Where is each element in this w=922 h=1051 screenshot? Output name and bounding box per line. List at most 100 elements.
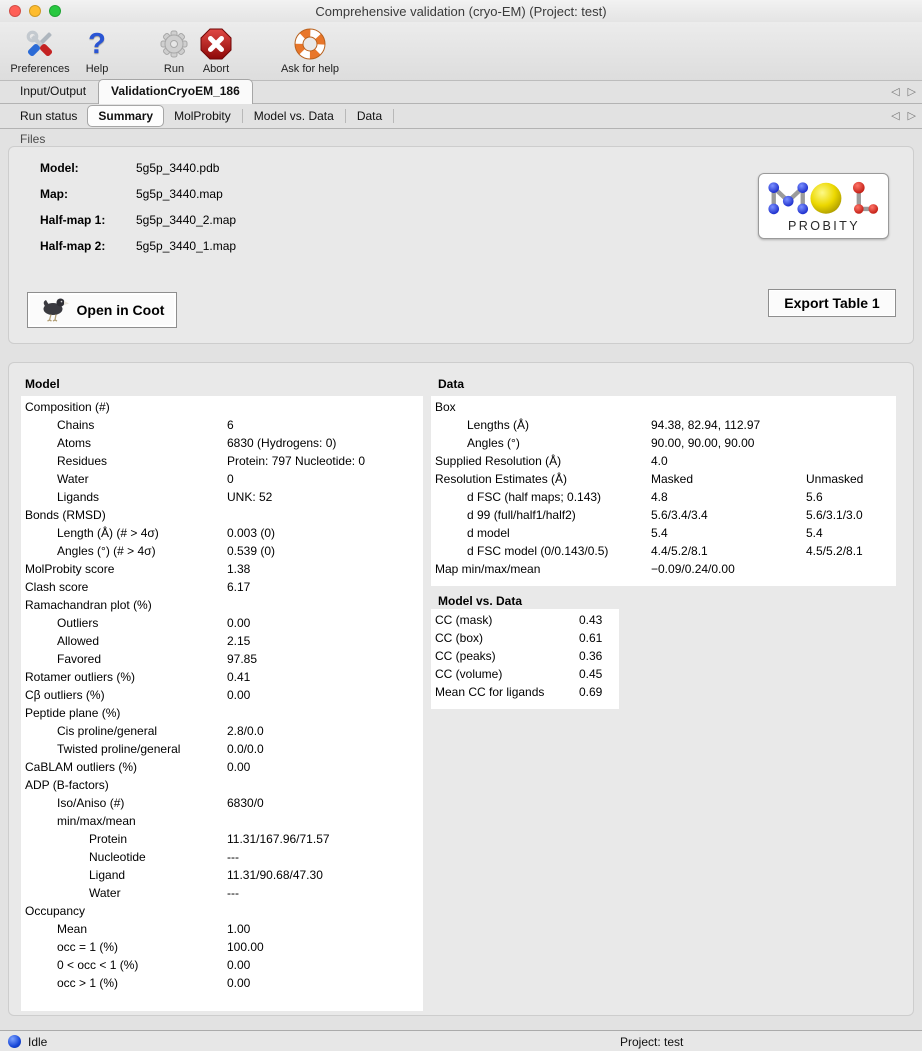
stat-value: 0.61	[579, 631, 603, 645]
stat-value: 0.36	[579, 649, 603, 663]
abort-button[interactable]: Abort	[192, 26, 240, 75]
run-button[interactable]: Run	[150, 26, 198, 75]
stat-value: 0.43	[579, 613, 603, 627]
stat-value: ---	[227, 850, 239, 864]
stat-value: 4.0	[651, 454, 668, 468]
tab-data[interactable]: Data	[356, 109, 383, 123]
window-title: Comprehensive validation (cryo-EM) (Proj…	[315, 4, 607, 19]
minimize-window-icon[interactable]	[29, 5, 41, 17]
project-label: Project: test	[620, 1035, 684, 1049]
tab-scroll-left-icon[interactable]: ◁	[891, 109, 900, 122]
molprobity-logo: PROBITY	[758, 173, 889, 239]
stat-value-unmasked: 4.5/5.2/8.1	[806, 544, 863, 558]
tab-scroll-left-icon[interactable]: ◁	[891, 85, 900, 98]
stat-label: Angles (°) (# > 4σ)	[57, 544, 156, 558]
tab-validationcryoem-186[interactable]: ValidationCryoEM_186	[98, 79, 253, 104]
stat-value-unmasked: 5.4	[806, 526, 823, 540]
tools-icon	[23, 26, 57, 62]
stat-value: ---	[227, 886, 239, 900]
stat-row: CC (volume) 0.45	[431, 666, 619, 684]
stat-row: Ligand 11.31/90.68/47.30	[21, 867, 423, 885]
help-button[interactable]: ? Help	[76, 26, 118, 75]
stat-row: Chains 6	[21, 417, 423, 435]
stat-label: Protein	[89, 832, 128, 846]
open-in-coot-label: Open in Coot	[76, 302, 165, 318]
stat-value: 0.539 (0)	[227, 544, 276, 558]
stat-row: Bonds (RMSD)	[21, 507, 423, 525]
gear-icon	[158, 26, 190, 62]
stat-row: Mean CC for ligands 0.69	[431, 684, 619, 702]
stat-label: Mean	[57, 922, 88, 936]
stat-value: 0.69	[579, 685, 603, 699]
stat-label: CC (volume)	[435, 667, 503, 681]
stat-value: UNK: 52	[227, 490, 273, 504]
stat-label: ADP (B-factors)	[25, 778, 109, 792]
stat-label: occ > 1 (%)	[57, 976, 119, 990]
stat-row: Length (Å) (# > 4σ) 0.003 (0)	[21, 525, 423, 543]
stat-row: 0 < occ < 1 (%) 0.00	[21, 957, 423, 975]
data-stats-panel: Box Lengths (Å) 94.38, 82.94, 112.97 Angles…	[431, 396, 896, 586]
stat-label: Model:	[40, 161, 79, 175]
title-bar: Comprehensive validation (cryo-EM) (Proj…	[0, 0, 922, 22]
status-indicator-icon	[8, 1035, 21, 1048]
stat-label: d model	[467, 526, 510, 540]
stat-row: Box	[431, 399, 896, 417]
stat-value: 4.4/5.2/8.1	[651, 544, 708, 558]
stat-row: Clash score 6.17	[21, 579, 423, 597]
stat-value: Masked	[651, 472, 694, 486]
stat-row: Occupancy	[21, 903, 423, 921]
tab-scroll-right-icon[interactable]: ▷	[907, 109, 916, 122]
stat-row: Map: 5g5p_3440.map	[36, 187, 456, 213]
stat-value: 5g5p_3440.map	[136, 187, 223, 201]
stat-row: Outliers 0.00	[21, 615, 423, 633]
tab-summary[interactable]: Summary	[87, 105, 165, 127]
open-in-coot-button[interactable]: Open in Coot	[27, 292, 177, 328]
stat-value: 6830 (Hydrogens: 0)	[227, 436, 337, 450]
files-group-label: Files	[20, 132, 46, 146]
stat-label: Residues	[57, 454, 108, 468]
stat-label: Mean CC for ligands	[435, 685, 545, 699]
help-label: Help	[85, 63, 109, 75]
stat-row: CaBLAM outliers (%) 0.00	[21, 759, 423, 777]
stat-row: Rotamer outliers (%) 0.41	[21, 669, 423, 687]
stat-value: 5.4	[651, 526, 668, 540]
stat-value: 6.17	[227, 580, 251, 594]
lifebuoy-icon	[294, 26, 326, 62]
abort-label: Abort	[202, 63, 230, 75]
stat-label: CC (mask)	[435, 613, 493, 627]
stat-row: MolProbity score 1.38	[21, 561, 423, 579]
stat-row: Iso/Aniso (#) 6830/0	[21, 795, 423, 813]
preferences-button[interactable]: Preferences	[2, 26, 78, 75]
tab-input-output[interactable]: Input/Output	[20, 84, 87, 98]
tab-run-status[interactable]: Run status	[20, 109, 78, 123]
tab-molprobity[interactable]: MolProbity	[174, 109, 231, 123]
stat-value: 6	[227, 418, 234, 432]
ask-for-help-button[interactable]: Ask for help	[268, 26, 352, 75]
stat-row: Nucleotide ---	[21, 849, 423, 867]
stat-label: Clash score	[25, 580, 89, 594]
stat-value: 0	[227, 472, 234, 486]
stat-label: Supplied Resolution (Å)	[435, 454, 562, 468]
stat-row: Water ---	[21, 885, 423, 903]
run-label: Run	[163, 63, 185, 75]
stat-value-unmasked: 5.6/3.1/3.0	[806, 508, 863, 522]
stat-label: occ = 1 (%)	[57, 940, 119, 954]
stat-value: 5g5p_3440_1.map	[136, 239, 237, 253]
data-section-title: Data	[438, 377, 465, 391]
stat-label: Peptide plane (%)	[25, 706, 121, 720]
close-window-icon[interactable]	[9, 5, 21, 17]
question-mark-icon: ?	[88, 28, 106, 60]
zoom-window-icon[interactable]	[49, 5, 61, 17]
stat-label: d 99 (full/half1/half2)	[467, 508, 576, 522]
stat-row: Ramachandran plot (%)	[21, 597, 423, 615]
stat-label: Ramachandran plot (%)	[25, 598, 152, 612]
stat-value: −0.09/0.24/0.00	[651, 562, 735, 576]
tab-model-vs-data[interactable]: Model vs. Data	[253, 109, 334, 123]
stat-row: occ > 1 (%) 0.00	[21, 975, 423, 993]
export-table-button[interactable]: Export Table 1	[768, 289, 896, 317]
results-group-box: Model Composition (#) Chains 6 Atoms 6830 (H…	[8, 362, 914, 1016]
model-stats-panel: Composition (#) Chains 6 Atoms 6830 (Hydroge…	[21, 396, 423, 1011]
stat-row: Lengths (Å) 94.38, 82.94, 112.97	[431, 417, 896, 435]
stat-label: CaBLAM outliers (%)	[25, 760, 138, 774]
tab-scroll-right-icon[interactable]: ▷	[907, 85, 916, 98]
